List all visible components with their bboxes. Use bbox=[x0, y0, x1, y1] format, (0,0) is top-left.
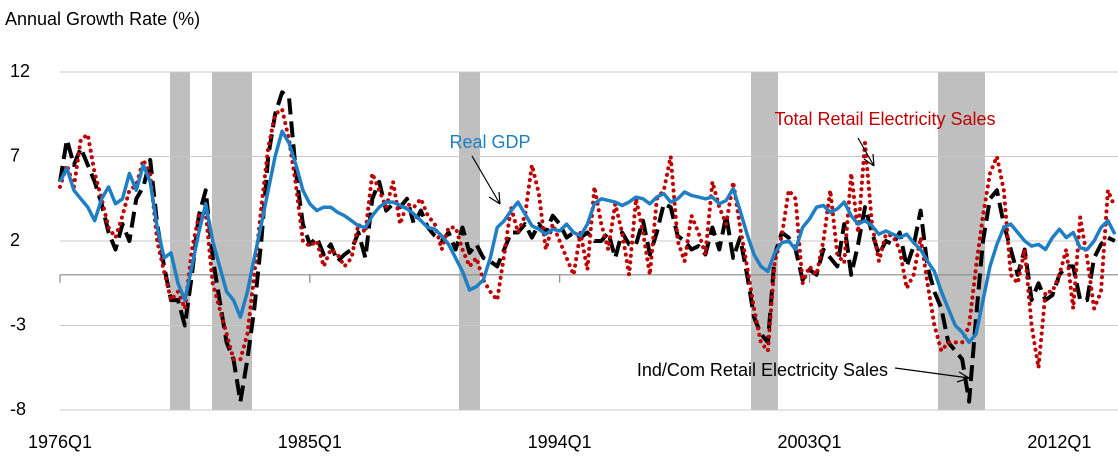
x-tick-label: 1994Q1 bbox=[528, 432, 592, 452]
annotation: Real GDP bbox=[449, 132, 530, 152]
x-tick-label: 2003Q1 bbox=[777, 432, 841, 452]
arrow bbox=[894, 367, 970, 383]
annotation: Ind/Com Retail Electricity Sales bbox=[637, 360, 888, 380]
y-tick-label: 2 bbox=[10, 230, 20, 250]
arrow bbox=[857, 137, 875, 167]
y-tick-label: 12 bbox=[10, 61, 30, 81]
x-tick-label: 1985Q1 bbox=[278, 432, 342, 452]
y-tick-label: -3 bbox=[10, 314, 26, 334]
y-tick-label: 7 bbox=[10, 145, 20, 165]
annotation-arrows bbox=[471, 137, 970, 383]
arrow bbox=[471, 155, 501, 205]
series-line bbox=[58, 129, 1117, 345]
x-tick-label: 1976Q1 bbox=[28, 432, 92, 452]
y-tick-label: -8 bbox=[10, 399, 26, 419]
lines bbox=[58, 90, 1117, 404]
x-tick-label: 2012Q1 bbox=[1027, 432, 1091, 452]
annotation: Total Retail Electricity Sales bbox=[774, 109, 995, 129]
y-axis-title: Annual Growth Rate (%) bbox=[5, 9, 200, 29]
series-line bbox=[58, 90, 1116, 404]
series-line bbox=[58, 107, 1117, 370]
